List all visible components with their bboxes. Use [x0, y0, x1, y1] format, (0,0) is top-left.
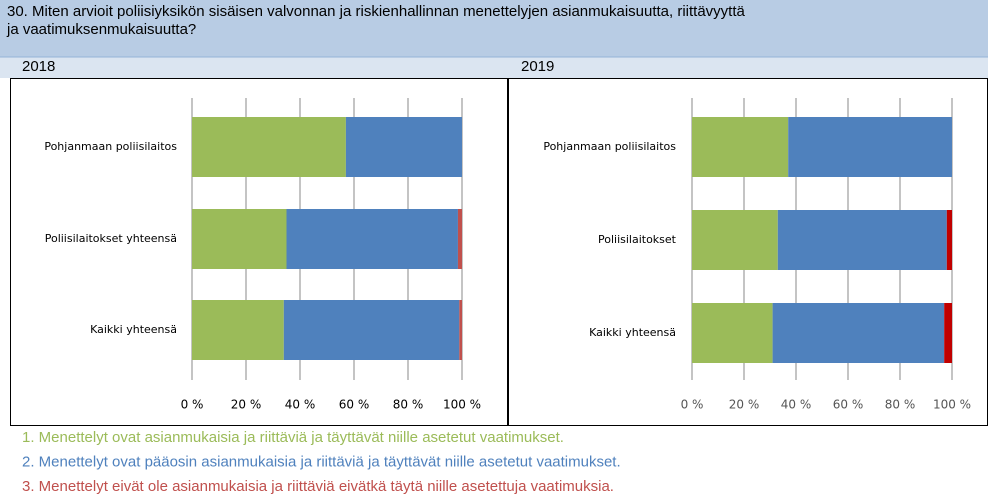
bar-segment: [459, 300, 462, 360]
x-tick-label: 80 %: [885, 398, 916, 412]
question-line: 30. Miten arvioit poliisiyksikön sisäise…: [7, 3, 746, 20]
bar-segment: [192, 209, 287, 269]
x-tick-label: 20 %: [729, 398, 760, 412]
bar-segment: [345, 117, 462, 177]
bar-segment: [283, 300, 460, 360]
legend-entry: 1. Menettelyt ovat asianmukaisia ja riit…: [22, 429, 564, 446]
x-tick-label: 100 %: [933, 398, 971, 412]
bar-segment: [772, 303, 945, 363]
bar-segment: [946, 210, 952, 270]
bar-segment: [192, 117, 346, 177]
x-tick-label: 40 %: [285, 398, 316, 412]
x-tick-label: 80 %: [393, 398, 424, 412]
question-band: [0, 0, 988, 57]
bar-segment: [692, 303, 773, 363]
panel-title: 2019: [521, 58, 554, 75]
x-tick-label: 100 %: [443, 398, 481, 412]
bar-segment: [692, 210, 778, 270]
x-tick-label: 60 %: [339, 398, 370, 412]
bar-segment: [777, 210, 947, 270]
category-label: Kaikki yhteensä: [589, 326, 676, 339]
x-tick-label: 0 %: [681, 398, 704, 412]
year-band: [0, 57, 988, 78]
legend-entry: 3. Menettelyt eivät ole asianmukaisia ja…: [22, 478, 614, 495]
question: 30. Miten arvioit poliisiyksikön sisäise…: [6, 3, 746, 38]
x-tick-label: 40 %: [781, 398, 812, 412]
category-label: Pohjanmaan poliisilaitos: [543, 140, 676, 153]
bar-segment: [192, 300, 284, 360]
panel-title: 2018: [22, 58, 55, 75]
legend-entry: 2. Menettelyt ovat pääosin asianmukaisia…: [22, 453, 621, 470]
x-tick-label: 20 %: [231, 398, 262, 412]
x-tick-label: 60 %: [833, 398, 864, 412]
x-tick-label: 0 %: [181, 398, 204, 412]
category-label: Poliisilaitokset: [598, 233, 677, 246]
bar-segment: [692, 117, 789, 177]
category-label: Poliisilaitokset yhteensä: [45, 232, 177, 245]
bar-segment: [788, 117, 952, 177]
bar-segment: [944, 303, 952, 363]
category-label: Kaikki yhteensä: [90, 323, 177, 336]
bar-segment: [457, 209, 462, 269]
question-line: ja vaatimuksenmukaisuutta?: [6, 21, 196, 38]
category-label: Pohjanmaan poliisilaitos: [44, 140, 177, 153]
bar-segment: [286, 209, 458, 269]
